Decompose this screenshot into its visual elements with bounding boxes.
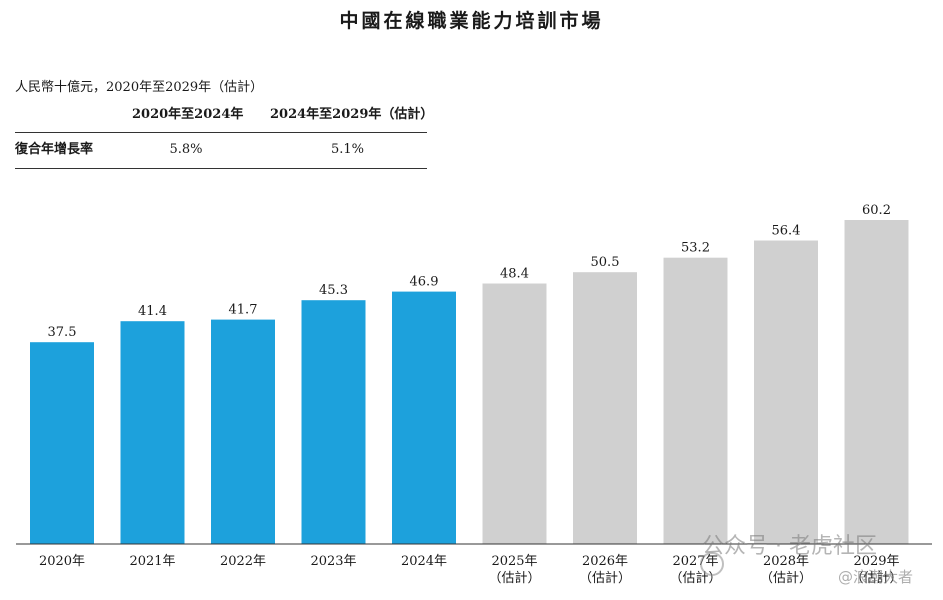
bar-value-label-4: 46.9 xyxy=(410,275,439,290)
x-tick-label-3-0: 2023年 xyxy=(310,554,356,569)
unit-label: 人民幣十億元，2020年至2029年（估計） xyxy=(15,80,264,95)
bar-value-label-1: 41.4 xyxy=(138,304,167,319)
x-tick-label-5-1: （估計） xyxy=(488,570,540,586)
bar-value-label-2: 41.7 xyxy=(229,303,258,318)
bar-0 xyxy=(30,342,94,544)
bar-3 xyxy=(301,300,366,544)
cagr-row-label: 復合年增長率 xyxy=(15,142,94,157)
bar-6 xyxy=(573,272,637,544)
bar-value-label-9: 60.2 xyxy=(862,203,891,218)
x-tick-label-0-0: 2020年 xyxy=(39,554,85,569)
bar-2 xyxy=(211,319,275,544)
x-tick-label-9-0: 2029年 xyxy=(853,554,899,569)
cagr-value-period-2: 5.1% xyxy=(330,142,365,157)
bar-5 xyxy=(482,283,547,544)
watermark-text: 公众号 · 老虎社区 xyxy=(702,534,877,559)
bar-value-label-8: 56.4 xyxy=(772,224,801,239)
x-tick-label-9-1: （估計） xyxy=(850,570,902,586)
bar-7 xyxy=(663,257,728,544)
labels-group: 37.5 2020年 41.4 2021年 41.7 2022年 45.3 2023年 46.9… xyxy=(39,203,903,586)
x-tick-label-2-0: 2022年 xyxy=(220,554,266,569)
chart-title: 中國在線職業能力培訓市場 xyxy=(339,10,604,32)
bar-9 xyxy=(844,220,909,544)
bar-1 xyxy=(120,321,185,544)
bar-value-label-5: 48.4 xyxy=(500,267,529,282)
x-tick-label-8-1: （估計） xyxy=(760,570,812,586)
x-tick-label-1-0: 2021年 xyxy=(129,554,175,569)
bar-value-label-6: 50.5 xyxy=(591,255,620,270)
watermark-author: @浪潮大者 xyxy=(838,568,914,586)
cagr-value-row: 復合年增長率 5.8% 5.1% xyxy=(15,133,427,169)
cagr-header-period-2: 2024年至2029年（估計） xyxy=(270,107,434,122)
x-tick-label-4-0: 2024年 xyxy=(401,554,447,569)
bar-8 xyxy=(754,240,818,544)
watermark-logo-icon xyxy=(700,552,724,576)
bar-4 xyxy=(392,291,456,544)
bar-value-label-7: 53.2 xyxy=(681,241,710,256)
bar-value-label-0: 37.5 xyxy=(48,325,77,340)
bars-group xyxy=(30,220,909,544)
x-tick-label-6-1: （估計） xyxy=(579,570,631,586)
bar-value-label-3: 45.3 xyxy=(319,283,348,298)
cagr-header-row: 2020年至2024年 2024年至2029年（估計） xyxy=(15,104,434,133)
x-tick-label-5-0: 2025年 xyxy=(491,554,537,569)
cagr-table: 2020年至2024年 2024年至2029年（估計） 復合年增長率 5.8% … xyxy=(15,104,434,169)
cagr-value-period-1: 5.8% xyxy=(169,142,203,157)
x-tick-label-6-0: 2026年 xyxy=(582,554,628,569)
x-tick-label-8-0: 2028年 xyxy=(763,554,809,569)
cagr-header-period-1: 2020年至2024年 xyxy=(132,107,244,122)
